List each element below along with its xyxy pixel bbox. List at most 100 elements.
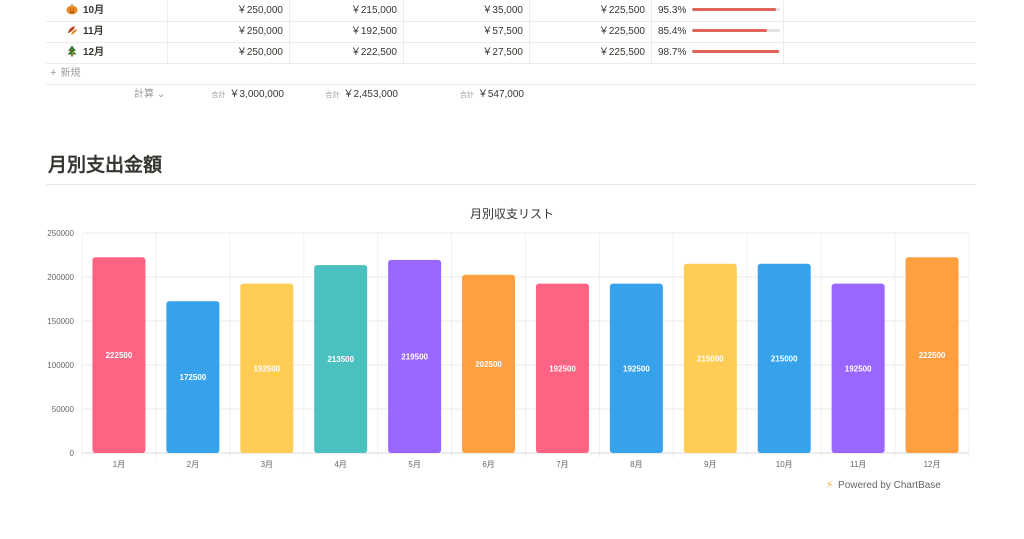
bar-10 (757, 263, 811, 453)
x-tick-label: 9月 (704, 460, 716, 469)
sum-value: ￥2,453,000 (343, 89, 399, 100)
month-label: 11月 (83, 26, 104, 37)
spent-cell[interactable]: ￥215,000 (290, 0, 404, 21)
sum-budget[interactable]: 合計 ￥3,000,000 (168, 85, 285, 106)
month-name-cell[interactable]: 11月 (46, 21, 168, 42)
x-tick-label: 5月 (408, 460, 420, 469)
remaining-cell[interactable]: ￥27,500 (404, 42, 530, 63)
table-row[interactable]: 11月 ￥250,000 ￥192,500 ￥57,500 ￥225,500 8… (46, 21, 976, 43)
table-row[interactable]: 12月 ￥250,000 ￥222,500 ￥27,500 ￥225,500 9… (46, 42, 976, 64)
x-tick-label: 7月 (556, 460, 568, 469)
sum-label: 合計 (211, 92, 226, 99)
y-tick-label: 250000 (47, 229, 74, 238)
average-cell[interactable]: ￥225,500 (530, 42, 652, 63)
chart-title: 月別収支リスト (469, 207, 554, 221)
x-tick-label: 4月 (334, 460, 346, 469)
y-tick-label: 200000 (47, 273, 74, 282)
calculate-label: 計算 (134, 89, 154, 100)
calculate-dropdown[interactable]: 計算 ⌄ (134, 85, 214, 105)
progress-bar (692, 8, 780, 11)
x-tick-label: 2月 (187, 460, 199, 469)
month-label: 10月 (83, 5, 105, 16)
y-tick-label: 0 (70, 449, 75, 458)
bar-value-label: 213500 (327, 355, 354, 364)
bar-value-label: 215000 (697, 354, 724, 363)
progress-bar-fill (692, 50, 779, 53)
powered-by-link[interactable]: ⚡ Powered by ChartBase (826, 480, 941, 491)
y-tick-label: 100000 (47, 361, 74, 370)
x-tick-label: 10月 (776, 460, 793, 469)
budget-cell[interactable]: ￥250,000 (168, 42, 290, 63)
bar-11 (831, 283, 885, 453)
x-tick-label: 1月 (113, 460, 125, 469)
month-name-cell[interactable]: 12月 (46, 42, 168, 63)
bar-value-label: 192500 (549, 364, 576, 373)
remaining-cell[interactable]: ￥57,500 (404, 21, 530, 42)
progress-percent: 95.3% (658, 5, 687, 16)
bar-value-label: 202500 (475, 360, 502, 369)
bar-2 (166, 301, 220, 453)
progress-percent: 85.4% (658, 26, 687, 37)
budget-cell[interactable]: ￥250,000 (168, 21, 290, 42)
bar-8 (609, 283, 663, 453)
bar-value-label: 222500 (106, 351, 133, 360)
progress-percent: 98.7% (658, 47, 687, 58)
sum-label: 合計 (325, 92, 340, 99)
average-cell[interactable]: ￥225,500 (530, 0, 652, 21)
bar-4 (314, 265, 368, 453)
autumn-leaves-icon (66, 23, 78, 35)
bar-value-label: 222500 (919, 351, 946, 360)
average-cell[interactable]: ￥225,500 (530, 21, 652, 42)
month-label: 12月 (83, 47, 105, 58)
new-row-label: 新規 (60, 68, 81, 79)
bar-7 (535, 283, 589, 453)
bar-value-label: 192500 (623, 364, 650, 373)
y-tick-label: 150000 (47, 317, 74, 326)
x-tick-label: 3月 (261, 460, 273, 469)
x-tick-label: 8月 (630, 460, 642, 469)
month-name-cell[interactable]: 10月 (46, 0, 168, 21)
x-tick-label: 6月 (482, 460, 494, 469)
bar-5 (388, 259, 442, 453)
x-tick-label: 11月 (850, 460, 866, 469)
remaining-cell[interactable]: ￥35,000 (404, 0, 530, 21)
sum-label: 合計 (459, 92, 474, 99)
bar-value-label: 192500 (845, 364, 872, 373)
pumpkin-icon (66, 2, 78, 15)
budget-cell[interactable]: ￥250,000 (168, 0, 290, 21)
lightning-icon: ⚡ (826, 480, 834, 491)
plus-icon: + (50, 67, 57, 79)
y-tick-label: 50000 (52, 405, 75, 414)
spent-cell[interactable]: ￥222,500 (290, 42, 404, 63)
x-tick-label: 12月 (924, 460, 941, 469)
progress-bar-fill (692, 29, 768, 32)
powered-by-label: Powered by ChartBase (838, 480, 941, 491)
christmas-tree-icon (66, 44, 78, 57)
progress-bar (692, 29, 780, 32)
spent-cell[interactable]: ￥192,500 (290, 21, 404, 42)
section-title: 月別支出金額 (48, 155, 163, 176)
progress-cell[interactable]: 95.3% (652, 0, 784, 21)
sum-value: ￥547,000 (477, 89, 524, 100)
bar-value-label: 172500 (180, 373, 207, 382)
chevron-down-icon: ⌄ (156, 89, 166, 100)
progress-bar (692, 50, 780, 53)
bar-12 (905, 257, 959, 453)
progress-cell[interactable]: 98.7% (652, 42, 784, 63)
sum-value: ￥3,000,000 (229, 89, 285, 100)
new-row-button[interactable]: + 新規 (46, 63, 976, 85)
bar-value-label: 219500 (401, 352, 428, 361)
progress-cell[interactable]: 85.4% (652, 21, 784, 42)
divider (46, 184, 976, 185)
table-row[interactable]: 10月 ￥250,000 ￥215,000 ￥35,000 ￥225,500 9… (46, 0, 976, 22)
bar-value-label: 215000 (771, 354, 798, 363)
sum-remaining[interactable]: 合計 ￥547,000 (404, 85, 524, 106)
bar-3 (240, 283, 294, 453)
bar-1 (92, 257, 146, 453)
bar-6 (462, 274, 516, 453)
sum-spent[interactable]: 合計 ￥2,453,000 (290, 85, 399, 106)
progress-bar-fill (692, 8, 776, 11)
bar-value-label: 192500 (253, 364, 280, 373)
bar-9 (683, 263, 737, 453)
